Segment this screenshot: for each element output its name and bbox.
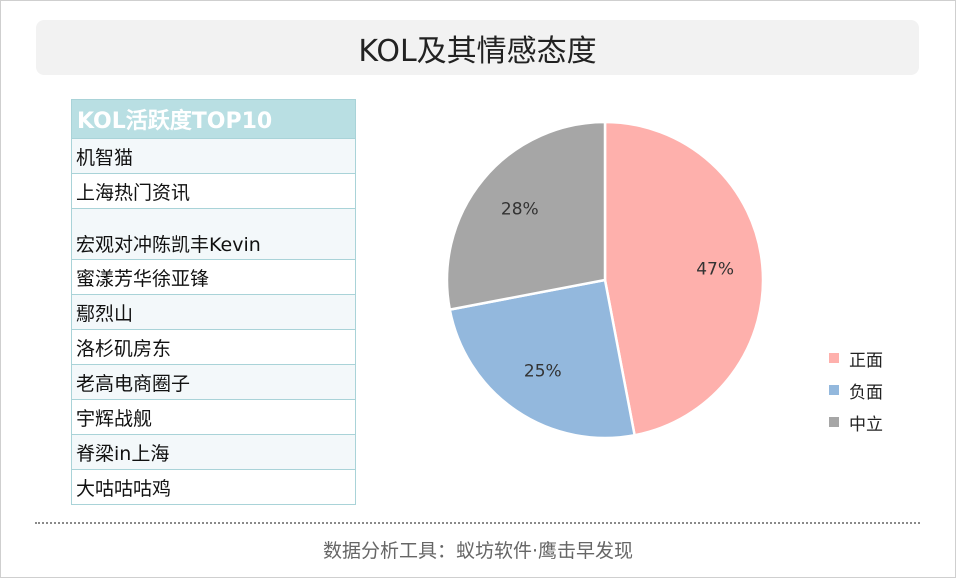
kol-table-header: KOL活跃度TOP10 <box>71 99 356 139</box>
pie-slice-中立 <box>445 120 607 312</box>
kol-table-row: 鄢烈山 <box>71 294 356 330</box>
pie-data-label: 28% <box>501 200 539 220</box>
kol-activity-table: KOL活跃度TOP10 机智猫 上海热门资讯 宏观对冲陈凯丰Kevin 蜜漾芳华… <box>71 99 356 505</box>
kol-table-row: 宏观对冲陈凯丰Kevin <box>71 208 356 260</box>
kol-table-row: 宇辉战舰 <box>71 399 356 435</box>
chart-legend: 正面 负面 中立 <box>829 342 883 438</box>
pie-data-label: 47% <box>696 260 734 280</box>
legend-swatch <box>829 385 839 395</box>
pie-data-label: 25% <box>524 361 562 381</box>
kol-table-row: 上海热门资讯 <box>71 173 356 209</box>
kol-table-row: 机智猫 <box>71 138 356 174</box>
kol-table-row: 脊梁in上海 <box>71 434 356 470</box>
legend-label: 正面 <box>849 350 883 371</box>
legend-swatch <box>829 417 839 427</box>
legend-item-negative: 负面 <box>829 374 883 406</box>
kol-table-row: 洛杉矶房东 <box>71 329 356 365</box>
kol-table-row: 大咕咕咕鸡 <box>71 469 356 505</box>
legend-label: 负面 <box>849 382 883 403</box>
legend-item-positive: 正面 <box>829 342 883 374</box>
pie-slice-正面 <box>603 120 765 437</box>
legend-item-neutral: 中立 <box>829 406 883 438</box>
footer-divider <box>35 522 920 524</box>
footer-credit: 数据分析工具：蚁坊软件·鹰击早发现 <box>322 540 634 562</box>
kol-table-row: 蜜漾芳华徐亚锋 <box>71 259 356 295</box>
sentiment-pie-chart: 47% 25% 28% <box>445 120 765 440</box>
page-title: KOL及其情感态度 <box>36 20 919 75</box>
kol-table-row: 老高电商圈子 <box>71 364 356 400</box>
legend-swatch <box>829 353 839 363</box>
legend-label: 中立 <box>849 414 883 435</box>
pie-slice-负面 <box>448 278 637 440</box>
